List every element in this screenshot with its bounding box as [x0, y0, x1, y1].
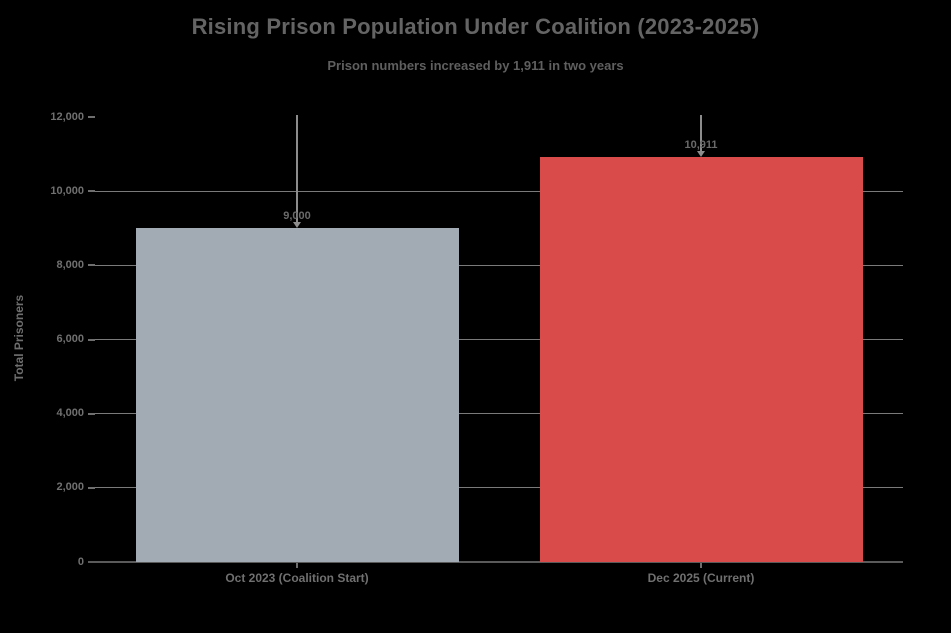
y-tick-mark: [88, 412, 95, 415]
y-tick-mark: [88, 190, 95, 193]
y-tick-mark: [88, 486, 95, 489]
y-tick-label: 6,000: [56, 333, 84, 345]
x-tick-mark: [700, 563, 702, 568]
y-tick-label: 10,000: [50, 184, 84, 197]
y-axis-label: Total Prisoners: [12, 294, 26, 382]
y-tick-label: 0: [77, 555, 84, 568]
gridline: [95, 413, 903, 415]
x-axis-line: [88, 561, 903, 563]
gridline: [95, 264, 903, 266]
x-tick-label: Dec 2025 (Current): [647, 571, 755, 585]
x-tick-mark: [296, 563, 298, 568]
annotation-arrow-line: [700, 115, 702, 154]
y-tick-mark: [88, 338, 95, 341]
y-tick-label: 2,000: [56, 481, 84, 494]
y-tick-mark: [88, 264, 95, 267]
gridline: [95, 339, 903, 340]
annotation-arrow-head: [697, 151, 705, 158]
chart-subtitle: Prison numbers increased by 1,911 in two…: [327, 58, 624, 73]
y-tick-label: 8,000: [56, 258, 84, 271]
annotation-arrow-line: [296, 115, 298, 225]
bar-value-label: 10,911: [684, 139, 718, 152]
annotation-arrow-head: [293, 222, 301, 229]
chart-title: Rising Prison Population Under Coalition…: [191, 14, 760, 39]
x-tick-label: Oct 2023 (Coalition Start): [225, 571, 369, 585]
y-tick-label: 4,000: [56, 407, 84, 420]
bar-value-label: 9,000: [283, 210, 311, 223]
y-tick-label: 12,000: [50, 110, 84, 123]
bar: [135, 228, 459, 562]
gridline: [95, 487, 903, 489]
gridline: [95, 190, 903, 192]
y-tick-mark: [88, 116, 95, 118]
bar: [539, 157, 863, 562]
